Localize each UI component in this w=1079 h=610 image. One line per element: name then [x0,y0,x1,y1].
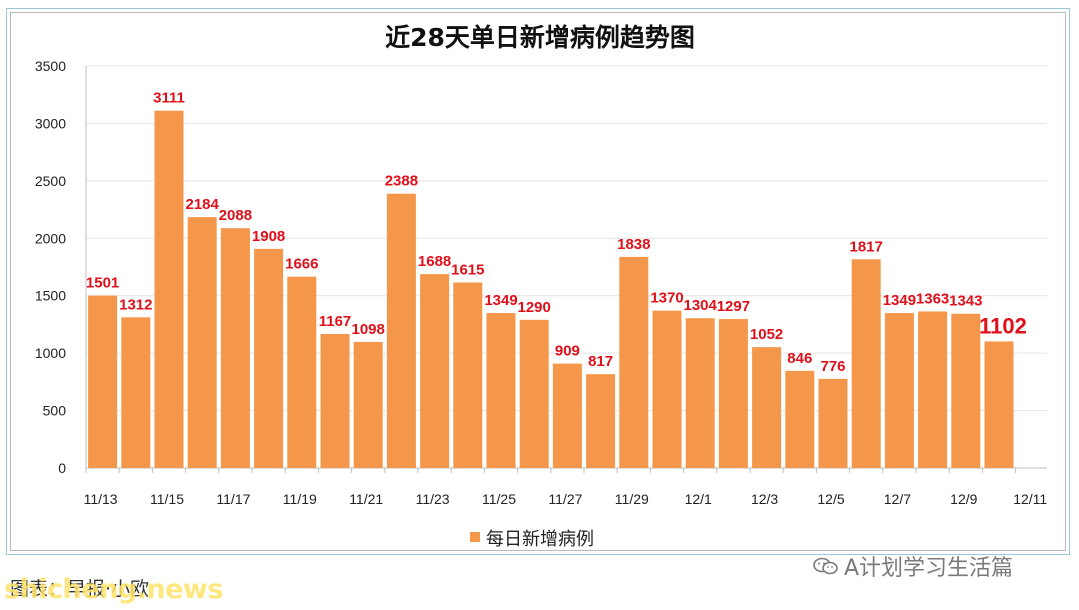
x-tick-label: 11/19 [283,491,317,507]
bar [519,319,549,468]
bar [718,319,748,468]
data-label: 1098 [352,321,385,338]
data-label: 1343 [949,293,982,310]
data-label: 1501 [86,275,119,292]
bar [685,318,715,468]
data-label: 1908 [252,228,285,245]
x-tick-label: 12/5 [817,491,844,507]
y-tick-label: 1500 [35,288,66,304]
source-credit: 图表：早报·小欧 [10,578,150,600]
bar [453,282,483,468]
y-tick-label: 500 [43,403,67,419]
data-label: 846 [787,350,812,367]
data-label: 817 [588,353,613,370]
bar [552,363,582,468]
data-label: 2388 [385,173,418,190]
y-tick-label: 1000 [35,345,66,361]
data-label: 1688 [418,253,451,270]
bar [486,313,516,468]
x-tick-label: 11/21 [349,491,383,507]
bar [254,248,284,468]
bar [320,333,350,468]
x-tick-label: 11/13 [84,491,118,507]
chart-title: 近28天单日新增病例趋势图 [385,23,695,52]
data-label: 909 [555,343,580,360]
x-tick-label: 11/29 [615,491,649,507]
bar [353,341,383,468]
bar [984,341,1014,468]
bar [88,295,118,468]
watermark-text: shicheng.news [4,574,223,605]
bar [287,276,317,468]
data-label: 1615 [451,262,484,279]
wechat-icon [813,557,838,575]
data-label: 3111 [153,90,185,107]
bar [752,347,782,468]
bar [818,378,848,468]
bar [220,228,250,468]
data-label: 776 [820,358,845,375]
data-label: 1167 [319,313,352,330]
y-tick-label: 3500 [35,58,66,74]
bar [386,193,416,469]
bar [652,310,682,468]
x-tick-label: 12/7 [884,491,911,507]
bar [420,274,450,468]
data-label: 1102 [979,313,1027,338]
data-label: 1312 [119,296,152,313]
x-tick-label: 11/25 [482,491,516,507]
x-tick-label: 12/3 [751,491,778,507]
x-tick-label: 12/9 [950,491,977,507]
y-tick-label: 3000 [35,115,66,131]
x-tick-label: 12/1 [685,491,712,507]
data-label: 1838 [617,236,650,253]
x-tick-label: 12/11 [1013,491,1047,507]
chart-frame-inner [10,12,1066,551]
bar [121,317,151,468]
bar [154,110,184,468]
data-label: 2184 [186,196,220,213]
data-label: 1290 [518,299,551,316]
y-tick-label: 2000 [35,230,66,246]
data-label: 1349 [484,292,517,309]
bar [586,374,616,468]
data-label: 1304 [684,297,718,314]
bar-chart: 近28天单日新增病例趋势图 0 500 1000 1500 2000 2500 3000 350… [35,23,1048,550]
bar [187,217,217,468]
legend-label: 每日新增病例 [486,529,594,550]
data-label: 1363 [916,290,949,307]
data-label: 1349 [883,292,916,309]
x-tick-label: 11/23 [416,491,450,507]
wechat-attribution: A计划学习生活篇 [812,550,1013,582]
data-label: 1666 [285,256,318,273]
bar [851,259,881,468]
y-tick-label: 2500 [35,173,66,189]
bar [951,313,981,468]
legend-swatch [470,532,480,542]
bar [785,370,815,468]
x-tick-label: 11/17 [216,491,250,507]
wechat-account-name: A计划学习生活篇 [844,556,1014,581]
data-label: 2088 [219,207,252,224]
y-tick-label: 0 [58,460,66,476]
x-tick-label: 11/27 [548,491,582,507]
x-tick-label: 11/15 [150,491,184,507]
bar [884,313,914,468]
data-label: 1297 [717,298,750,315]
data-label: 1052 [750,326,783,343]
bar [619,256,649,468]
bar [918,311,948,468]
data-label: 1817 [850,238,883,255]
data-label: 1370 [650,290,683,307]
